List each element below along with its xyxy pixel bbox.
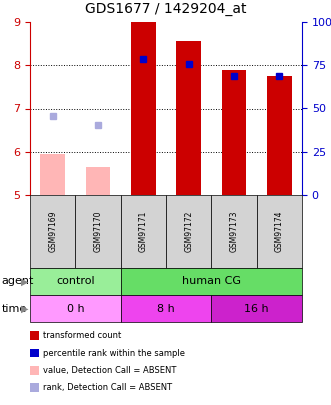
Bar [267, 76, 292, 195]
Text: transformed count: transformed count [43, 331, 121, 340]
Text: rank, Detection Call = ABSENT: rank, Detection Call = ABSENT [43, 383, 172, 392]
Text: GSM97169: GSM97169 [48, 211, 57, 252]
Text: GDS1677 / 1429204_at: GDS1677 / 1429204_at [85, 2, 246, 16]
Bar [176, 41, 201, 195]
Text: 8 h: 8 h [157, 303, 175, 313]
Text: control: control [56, 277, 95, 286]
Bar [85, 167, 111, 195]
Text: GSM97173: GSM97173 [229, 211, 239, 252]
Text: GSM97171: GSM97171 [139, 211, 148, 252]
Text: agent: agent [2, 277, 34, 286]
Text: ▶: ▶ [21, 303, 28, 313]
Text: GSM97174: GSM97174 [275, 211, 284, 252]
Text: value, Detection Call = ABSENT: value, Detection Call = ABSENT [43, 366, 176, 375]
Text: ▶: ▶ [21, 277, 28, 286]
Text: percentile rank within the sample: percentile rank within the sample [43, 348, 185, 358]
Bar [221, 70, 247, 195]
Text: 16 h: 16 h [244, 303, 269, 313]
Text: GSM97170: GSM97170 [93, 211, 103, 252]
Text: human CG: human CG [182, 277, 241, 286]
Text: 0 h: 0 h [67, 303, 84, 313]
Text: GSM97172: GSM97172 [184, 211, 193, 252]
Bar [40, 154, 65, 195]
Bar [131, 22, 156, 195]
Text: time: time [2, 303, 27, 313]
